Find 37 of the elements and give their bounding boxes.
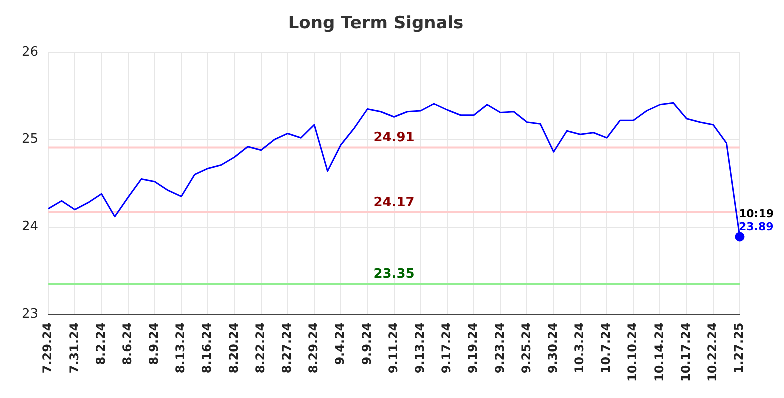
y-tick-label: 23 [22,307,39,322]
x-tick-label: 7.31.24 [67,322,82,374]
x-tick-label: 10.22.24 [706,322,720,382]
x-tick-label: 10.14.24 [652,322,666,382]
y-tick-label: 25 [22,132,39,148]
x-tick-label: 8.16.24 [200,322,214,374]
x-tick-label: 10.17.24 [678,322,693,382]
x-tick-label: 8.22.24 [253,322,268,374]
x-tick-label: 9.9.24 [360,322,374,366]
x-tick-label: 8.27.24 [280,322,294,374]
x-tick-label: 7.29.24 [40,322,55,374]
ref-line-label: 23.35 [374,267,415,282]
x-tick-label: 8.6.24 [120,322,134,366]
data-label: 23.89 [739,220,774,234]
x-tick-label: 10.10.24 [626,322,640,382]
ref-line-label: 24.17 [374,195,415,210]
x-tick-label: 1.27.25 [732,322,746,374]
annotation: 10:19 [739,207,774,220]
ref-line-label: 24.91 [374,130,415,146]
x-tick-label: 8.29.24 [306,322,321,374]
x-tick-label: 8.13.24 [174,322,188,374]
x-tick-label: 9.25.24 [519,322,534,374]
x-tick-label: 10.7.24 [599,322,614,374]
x-tick-label: 9.4.24 [333,322,348,366]
x-tick-label: 9.30.24 [546,322,560,374]
x-tick-label: 9.19.24 [466,322,480,374]
y-tick-label: 24 [22,220,39,235]
y-tick-label: 26 [22,44,39,60]
x-tick-label: 9.13.24 [412,322,427,374]
x-tick-label: 8.9.24 [147,322,162,366]
x-tick-label: 10.3.24 [572,322,587,374]
x-tick-label: 9.17.24 [440,322,454,374]
chart-title: Long Term Signals [288,14,464,34]
x-tick-label: 8.20.24 [226,322,241,374]
x-tick-label: 8.2.24 [94,322,108,366]
x-tick-label: 9.23.24 [492,322,507,374]
x-tick-label: 9.11.24 [386,322,400,374]
